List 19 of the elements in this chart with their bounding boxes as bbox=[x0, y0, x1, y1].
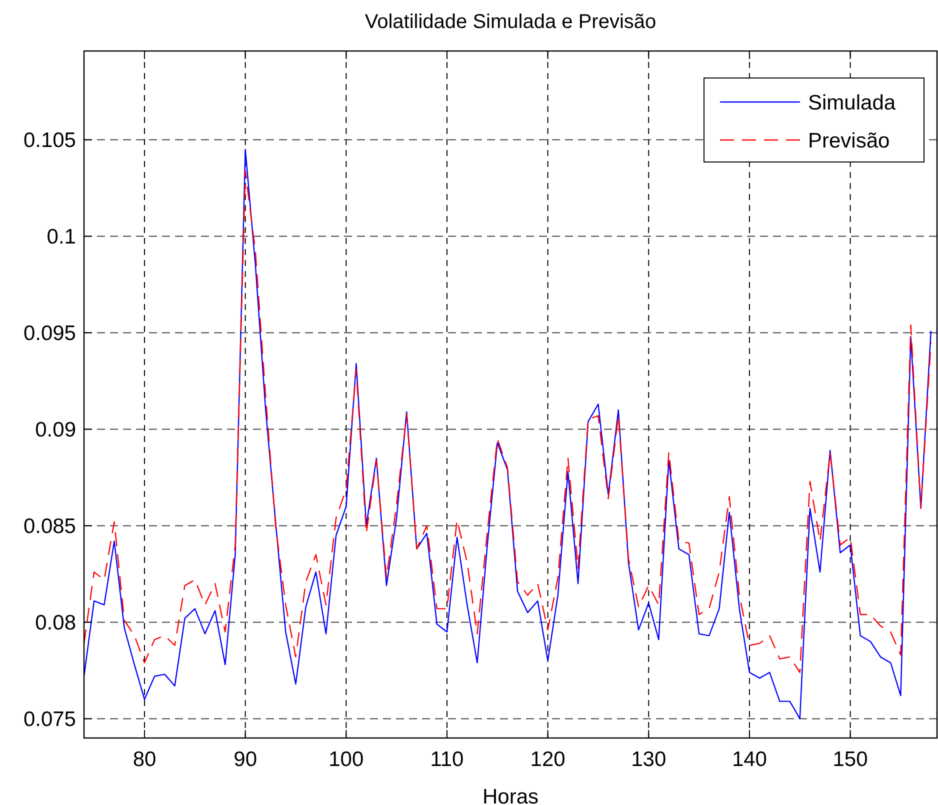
y-tick-label: 0.08 bbox=[35, 612, 76, 635]
x-tick-label: 140 bbox=[732, 748, 767, 771]
y-tick-label: 0.095 bbox=[23, 322, 76, 346]
y-tick-label: 0.09 bbox=[35, 418, 76, 442]
x-tick-label: 130 bbox=[631, 748, 666, 771]
x-axis-title: Horas bbox=[482, 785, 539, 805]
y-tick-label: 0.085 bbox=[23, 515, 76, 538]
x-tick-label: 90 bbox=[234, 748, 258, 771]
y-tick-label: 0.1 bbox=[46, 226, 76, 249]
x-tick-label: 100 bbox=[328, 748, 364, 771]
x-tick-label: 150 bbox=[832, 748, 868, 771]
chart-title: Volatilidade Simulada e Previsão bbox=[364, 11, 656, 33]
y-tick-label: 0.075 bbox=[23, 708, 76, 732]
y-tick-label: 0.105 bbox=[23, 129, 76, 152]
legend-label: Simulada bbox=[808, 91, 896, 114]
legend-label: Previsão bbox=[808, 129, 890, 152]
x-tick-label: 110 bbox=[430, 748, 464, 771]
x-tick-label: 80 bbox=[132, 748, 156, 771]
x-tick-label: 120 bbox=[530, 748, 566, 771]
